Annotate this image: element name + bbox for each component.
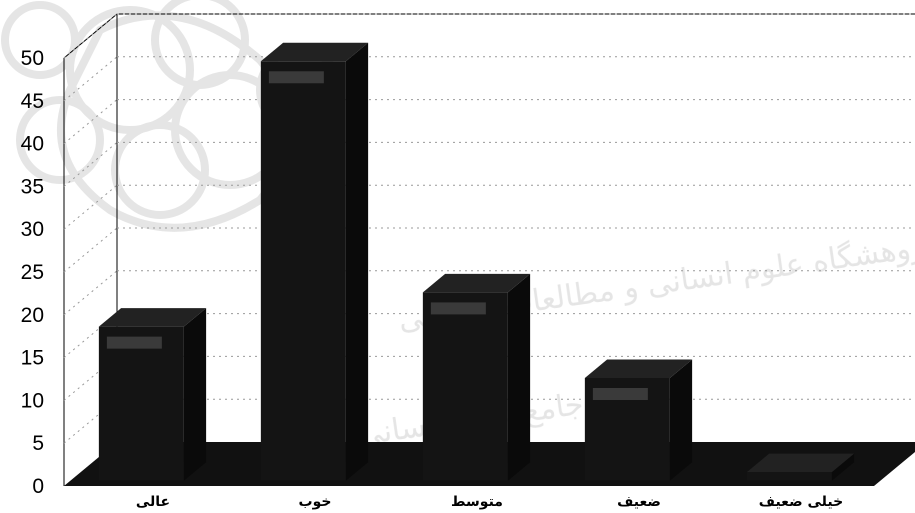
x-tick-label: خیلی ضعیف [759, 494, 843, 510]
bar-2 [260, 42, 369, 481]
y-tick-label: 40 [21, 133, 44, 156]
bar-1 [98, 308, 207, 481]
bar-side-face [831, 453, 855, 481]
bar-texture [592, 388, 648, 400]
bar-4 [584, 359, 693, 481]
y-tick-label: 5 [32, 432, 44, 455]
y-tick-label: 20 [21, 304, 44, 327]
bar-top-face [584, 359, 693, 378]
gridline-side-40 [63, 99, 118, 144]
y-tick-label: 15 [21, 347, 44, 370]
bar-front-face [422, 292, 508, 481]
bar-side-face [669, 359, 693, 481]
y-axis-ticks: 0 5 10 15 20 25 30 35 40 45 50 [21, 47, 44, 498]
depth-top-edge [63, 13, 118, 59]
bar-side-face [507, 273, 531, 481]
x-tick-label: خوب [299, 494, 332, 510]
bar-5 [746, 453, 855, 481]
bar-texture [106, 336, 162, 349]
y-tick-label: 35 [21, 175, 44, 198]
bar-top-face [260, 42, 369, 62]
y-tick-label: 0 [32, 475, 44, 498]
y-tick-label: 25 [21, 261, 44, 284]
bar-front-face [98, 326, 184, 481]
bar-side-face [183, 308, 207, 481]
bar-top-face [746, 453, 855, 473]
bar-top-face [98, 308, 207, 327]
bar-top-face [422, 273, 531, 293]
bar-texture [430, 302, 486, 315]
y-tick-label: 10 [21, 389, 44, 412]
bar-front-face [260, 61, 346, 481]
bar-texture [268, 71, 324, 84]
gridlines [63, 13, 915, 444]
gridline-side-20 [63, 270, 118, 316]
bars [98, 42, 855, 481]
y-tick-label: 45 [21, 90, 44, 113]
bar-3 [422, 273, 531, 481]
x-tick-label: عالی [136, 494, 170, 510]
bar-front-face [746, 472, 832, 481]
y-tick-label: 50 [21, 47, 44, 70]
watermark-emblem [1, 0, 344, 232]
y-tick-label: 30 [21, 218, 44, 241]
bar-side-face [345, 42, 369, 481]
x-tick-label: ضعیف [617, 494, 661, 510]
gridline-side-25 [63, 227, 118, 273]
x-axis-ticks: عالی خوب متوسط ضعیف خیلی ضعیف [136, 494, 843, 510]
x-tick-label: متوسط [451, 494, 503, 510]
